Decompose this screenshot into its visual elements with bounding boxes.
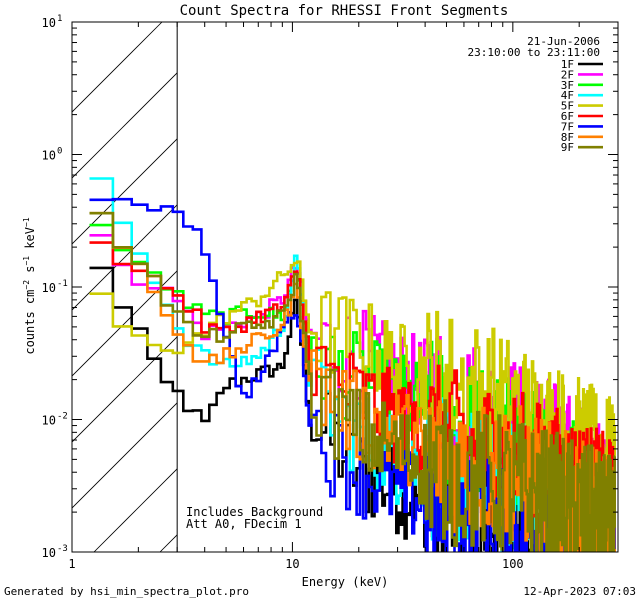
chart-title: Count Spectra for RHESSI Front Segments [180,3,509,19]
legend-label-8F: 8F [561,131,574,144]
legend-label-9F: 9F [561,141,574,154]
annotation-attenuator: Att A0, FDecim 1 [186,517,302,531]
y-tick-exponent: -2 [57,412,68,422]
x-tick-label: 10 [285,557,299,571]
y-tick-exponent: 1 [57,14,62,24]
date-label: 21-Jun-2006 [527,35,600,48]
y-tick-exponent: -3 [57,544,68,554]
legend-label-4F: 4F [561,89,574,102]
legend-label-1F: 1F [561,58,574,71]
y-tick-label: 10 [42,414,56,428]
x-tick-label: 1 [68,557,75,571]
annotation-background: Includes Background [186,505,323,519]
y-tick-exponent: -1 [57,279,68,289]
y-tick-label: 10 [42,546,56,560]
hatch-line [72,204,178,311]
series-7F-line [89,197,616,552]
legend-label-6F: 6F [561,110,574,123]
hatch-line [72,72,178,179]
legend-label-7F: 7F [561,120,574,133]
legend-label-2F: 2F [561,68,574,81]
y-axis-label: counts cm−2 s−1 keV−1 [22,217,37,354]
footer-timestamp: 12-Apr-2023 07:03 [523,585,636,598]
y-tick-label: 10 [42,16,56,30]
hatch-line [72,22,163,113]
series-9F-line [89,211,616,552]
y-tick-exponent: 0 [57,147,62,157]
series-group [89,177,616,552]
x-axis-label: Energy (keV) [302,575,389,589]
time-range-label: 23:10:00 to 23:11:00 [468,46,600,59]
legend-label-5F: 5F [561,100,574,113]
y-tick-label: 10 [42,281,56,295]
hatch-line [72,402,178,509]
footer-generated-by: Generated by hsi_min_spectra_plot.pro [4,585,249,598]
legend-label-3F: 3F [561,79,574,92]
x-tick-label: 100 [502,557,524,571]
y-tick-label: 10 [42,149,56,163]
